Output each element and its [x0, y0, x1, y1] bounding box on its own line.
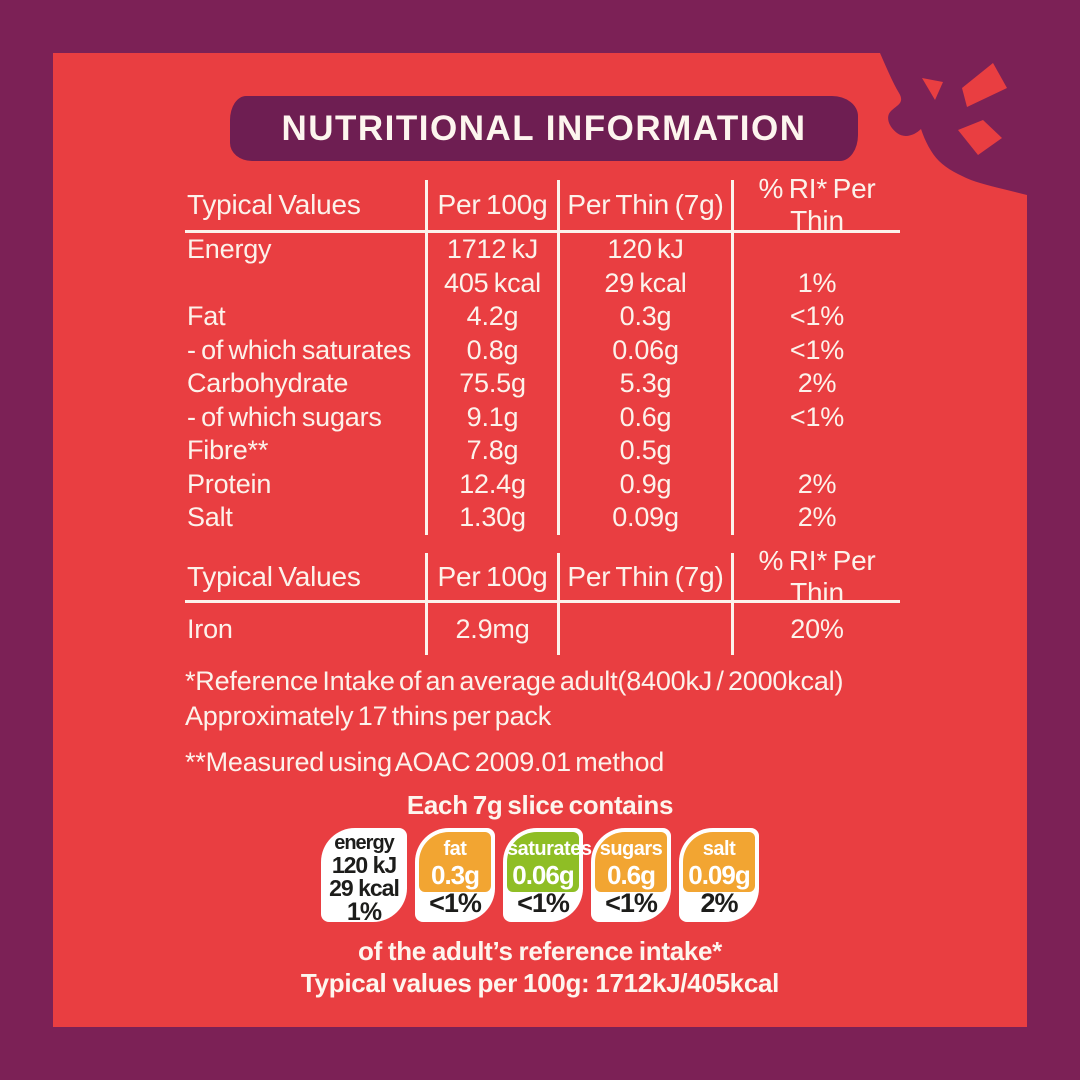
column-header-per-100g: Per 100g: [425, 180, 557, 230]
value-per-100g: 7.8g: [425, 434, 557, 468]
value-per-thin: [557, 603, 731, 655]
badge-percent: 1%: [346, 898, 382, 926]
value-per-100g: 1712 kJ: [425, 233, 557, 267]
torn-edge-shape: [880, 53, 1027, 195]
badge-percent: <1%: [605, 888, 658, 918]
value-per-thin: 0.09g: [557, 501, 731, 535]
badge-label: energy: [334, 832, 395, 854]
column-header-ri-per-thin: % RI* Per Thin: [731, 173, 900, 236]
value-per-100g: 2.9mg: [425, 603, 557, 655]
value-ri-per-thin: [731, 233, 900, 267]
value-ri-per-thin: 20%: [731, 603, 900, 655]
badge-energy: energy 120 kJ 29 kcal 1%: [321, 828, 407, 926]
footnote-reference-intake: *Reference Intake of an average adult(84…: [185, 666, 844, 696]
footnotes: *Reference Intake of an average adult(84…: [185, 664, 843, 780]
footnote-aoac-method: **Measured using AOAC 2009.01 method: [185, 747, 665, 777]
table-divider: [185, 600, 900, 603]
column-header-typical-values: Typical Values: [187, 189, 361, 220]
badge-saturates-panel: saturates 0.06g: [507, 832, 592, 892]
badge-fat-panel: fat 0.3g: [419, 832, 491, 892]
row-label: Fat: [187, 301, 226, 331]
value-per-100g: 1.30g: [425, 501, 557, 535]
row-label: [185, 267, 425, 301]
crumb-icon: [962, 63, 1007, 107]
badge-value: 0.06g: [512, 860, 575, 890]
badge-value: 0.6g: [606, 860, 656, 890]
value-per-100g: 12.4g: [425, 467, 557, 501]
badge-sugars: sugars 0.6g <1%: [591, 828, 671, 922]
badge-value-kcal: 29 kcal: [329, 875, 400, 901]
value-per-100g: 405 kcal: [425, 266, 557, 300]
badge-value-kj: 120 kJ: [331, 852, 397, 878]
nutrition-label-card: NUTRITIONAL INFORMATION Typical Values P…: [53, 53, 1027, 1027]
column-header-ri-per-thin: % RI* Per Thin: [731, 545, 900, 608]
badge-percent: 2%: [700, 888, 738, 918]
badge-salt-panel: salt 0.09g: [683, 832, 755, 892]
value-ri-per-thin: 2%: [731, 501, 900, 535]
traffic-light-section: Each 7g slice contains energy 120 kJ 29 …: [53, 791, 1027, 998]
badge-label: salt: [702, 838, 736, 860]
row-label: - of which saturates: [187, 334, 412, 365]
value-ri-per-thin: 2%: [731, 367, 900, 401]
badge-value: 0.3g: [430, 860, 480, 890]
torn-corner-decoration: [880, 53, 1027, 195]
title-banner: NUTRITIONAL INFORMATION: [230, 96, 858, 161]
value-ri-per-thin: 1%: [731, 266, 900, 300]
nutrition-table-vitamins: Typical Values Per 100g Per Thin (7g) % …: [185, 545, 900, 655]
value-ri-per-thin: <1%: [731, 400, 900, 434]
table-body: Iron 2.9mg 20%: [185, 603, 900, 655]
column-header-typical-values: Typical Values: [187, 560, 361, 592]
row-label: Fibre**: [187, 435, 269, 465]
nutrition-table-main: Typical Values Per 100g Per Thin (7g) % …: [185, 173, 900, 535]
badge-percent: <1%: [429, 888, 482, 918]
page-title: NUTRITIONAL INFORMATION: [281, 108, 807, 148]
badge-label: sugars: [599, 838, 663, 860]
traffic-light-badges: energy 120 kJ 29 kcal 1% fat 0.3g <1% sa…: [53, 828, 1027, 926]
column-header-per-100g: Per 100g: [425, 553, 557, 600]
value-ri-per-thin: 2%: [731, 467, 900, 501]
row-label: Carbohydrate: [187, 368, 349, 398]
footer-typical-values: Typical values per 100g: 1712kJ/405kcal: [300, 968, 780, 998]
row-label: Protein: [187, 468, 272, 499]
value-per-100g: 0.8g: [425, 333, 557, 367]
badge-fat: fat 0.3g <1%: [415, 828, 495, 922]
badge-sugars-panel: sugars 0.6g: [595, 832, 667, 892]
value-per-thin: 0.9g: [557, 467, 731, 501]
value-per-thin: 0.3g: [557, 300, 731, 334]
value-ri-per-thin: [731, 434, 900, 468]
value-per-thin: 5.3g: [557, 367, 731, 401]
crumb-icon: [958, 120, 1002, 155]
value-per-thin: 0.6g: [557, 400, 731, 434]
table-header-row: Typical Values Per 100g Per Thin (7g) % …: [185, 173, 900, 236]
value-per-100g: 75.5g: [425, 367, 557, 401]
badge-energy-lines: energy 120 kJ 29 kcal 1%: [321, 828, 407, 926]
row-label: Energy: [187, 234, 272, 264]
value-per-100g: 9.1g: [425, 400, 557, 434]
value-ri-per-thin: <1%: [731, 300, 900, 334]
value-per-thin: 0.5g: [557, 434, 731, 468]
badge-label: saturates: [507, 838, 592, 860]
serving-claim-title: Each 7g slice contains: [406, 790, 674, 820]
row-label: - of which sugars: [187, 401, 382, 432]
badge-salt: salt 0.09g 2%: [679, 828, 759, 922]
crumb-icon: [922, 78, 943, 100]
column-header-per-thin: Per Thin (7g): [557, 180, 731, 230]
badge-label: fat: [443, 838, 467, 860]
value-per-100g: 4.2g: [425, 300, 557, 334]
value-per-thin: 120 kJ: [557, 233, 731, 267]
table-header-row: Typical Values Per 100g Per Thin (7g) % …: [185, 545, 900, 608]
row-label: Salt: [187, 502, 233, 532]
value-per-thin: 0.06g: [557, 333, 731, 367]
table-divider: [185, 230, 900, 233]
badge-percent: <1%: [517, 888, 570, 918]
badge-saturates: saturates 0.06g <1%: [503, 828, 592, 922]
value-per-thin: 29 kcal: [557, 266, 731, 300]
column-header-per-thin: Per Thin (7g): [557, 553, 731, 600]
badge-value: 0.09g: [688, 860, 751, 890]
footnote-thins-per-pack: Approximately 17 thins per pack: [185, 701, 551, 731]
footer-reference-intake: of the adult’s reference intake*: [358, 936, 722, 966]
value-ri-per-thin: <1%: [731, 333, 900, 367]
table-body: Energy 1712 kJ 120 kJ 405 kcal 29 kcal 1…: [185, 233, 900, 535]
row-label: Iron: [187, 614, 233, 644]
